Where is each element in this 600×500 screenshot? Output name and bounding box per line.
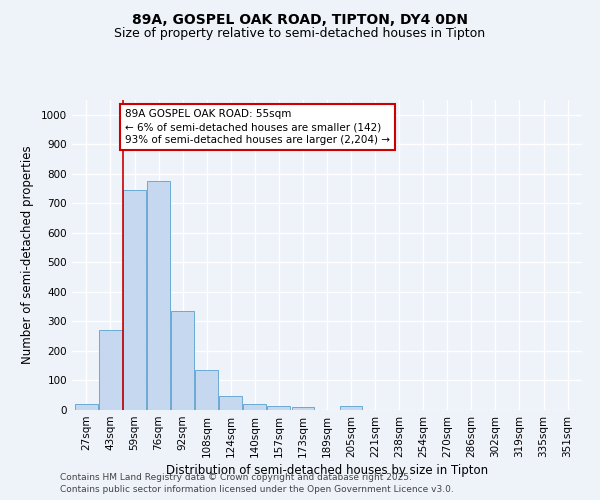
- Bar: [340, 406, 362, 410]
- Bar: [123, 190, 146, 410]
- Bar: [99, 330, 122, 410]
- Text: 89A, GOSPEL OAK ROAD, TIPTON, DY4 0DN: 89A, GOSPEL OAK ROAD, TIPTON, DY4 0DN: [132, 12, 468, 26]
- Bar: [195, 370, 218, 410]
- Text: Contains public sector information licensed under the Open Government Licence v3: Contains public sector information licen…: [60, 485, 454, 494]
- Text: 89A GOSPEL OAK ROAD: 55sqm
← 6% of semi-detached houses are smaller (142)
93% of: 89A GOSPEL OAK ROAD: 55sqm ← 6% of semi-…: [125, 109, 390, 146]
- Text: Contains HM Land Registry data © Crown copyright and database right 2025.: Contains HM Land Registry data © Crown c…: [60, 472, 412, 482]
- Bar: [244, 404, 266, 410]
- Bar: [75, 404, 98, 410]
- Y-axis label: Number of semi-detached properties: Number of semi-detached properties: [21, 146, 34, 364]
- Text: Size of property relative to semi-detached houses in Tipton: Size of property relative to semi-detach…: [115, 28, 485, 40]
- Bar: [268, 406, 290, 410]
- Bar: [171, 311, 194, 410]
- Bar: [147, 181, 170, 410]
- X-axis label: Distribution of semi-detached houses by size in Tipton: Distribution of semi-detached houses by …: [166, 464, 488, 477]
- Bar: [220, 396, 242, 410]
- Bar: [292, 407, 314, 410]
